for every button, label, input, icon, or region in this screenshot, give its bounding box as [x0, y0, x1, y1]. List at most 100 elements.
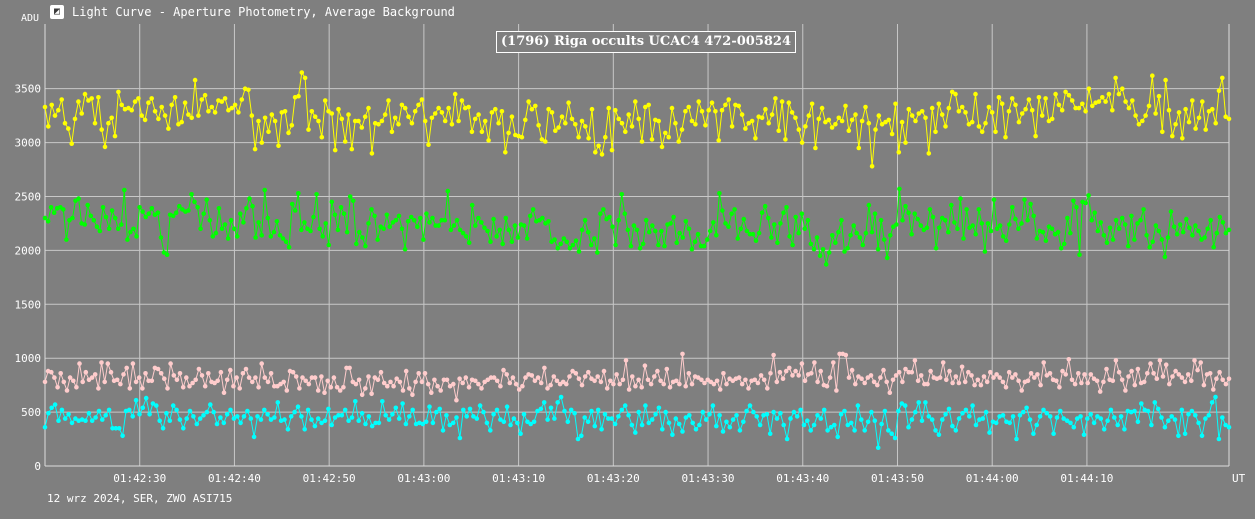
data-point — [302, 75, 308, 81]
data-point — [824, 383, 830, 389]
data-point — [119, 222, 124, 227]
data-point — [1179, 407, 1185, 413]
data-point — [429, 390, 434, 396]
data-point — [961, 236, 966, 241]
data-point — [432, 111, 438, 116]
data-point — [1162, 254, 1168, 260]
data-point — [122, 187, 127, 193]
data-point — [94, 224, 100, 229]
data-point — [52, 375, 57, 380]
data-point — [1120, 86, 1125, 91]
data-point — [686, 104, 691, 110]
data-point — [162, 113, 168, 118]
data-point — [953, 428, 959, 433]
data-point — [771, 409, 776, 415]
data-point — [1136, 122, 1142, 127]
data-point — [521, 412, 527, 417]
data-point — [342, 407, 348, 413]
data-point — [817, 253, 823, 259]
data-point — [493, 106, 498, 112]
data-point — [538, 380, 544, 386]
data-point — [1077, 252, 1082, 257]
data-point — [319, 374, 324, 379]
y-axis-label: ADU — [21, 13, 39, 24]
data-point — [595, 374, 600, 379]
data-point — [573, 371, 579, 376]
data-point — [1013, 372, 1018, 377]
data-point — [497, 227, 503, 233]
data-point — [865, 419, 871, 425]
data-point — [626, 413, 631, 418]
data-point — [1126, 243, 1131, 249]
data-point — [670, 432, 675, 438]
data-point — [439, 110, 445, 115]
data-point — [758, 373, 764, 378]
data-point — [491, 216, 496, 222]
data-point — [1170, 133, 1175, 139]
data-point — [1135, 221, 1140, 226]
data-point — [491, 412, 496, 417]
data-point — [653, 412, 658, 417]
data-point — [1195, 367, 1200, 373]
data-point — [275, 400, 281, 405]
data-point — [219, 99, 225, 104]
data-point — [399, 226, 405, 232]
data-point — [289, 201, 295, 207]
data-point — [1203, 127, 1208, 132]
data-point — [349, 415, 355, 420]
data-point — [112, 133, 118, 139]
data-point — [265, 412, 270, 417]
data-point — [118, 381, 123, 387]
data-point — [888, 233, 893, 238]
data-point — [564, 381, 569, 387]
data-point — [676, 421, 682, 427]
data-point — [799, 361, 805, 366]
data-point — [923, 400, 928, 405]
data-point — [402, 247, 408, 252]
data-point — [1116, 91, 1122, 97]
data-point — [208, 402, 213, 407]
data-point — [1217, 214, 1223, 220]
data-point — [1206, 109, 1212, 114]
data-point — [774, 379, 780, 385]
data-point — [603, 134, 608, 140]
data-point — [149, 206, 155, 211]
data-point — [317, 226, 322, 232]
data-point — [508, 422, 513, 428]
data-point — [737, 428, 743, 433]
data-point — [1028, 371, 1034, 376]
data-point — [1086, 193, 1091, 198]
data-point — [366, 374, 371, 379]
data-point — [596, 143, 601, 149]
data-point — [746, 386, 751, 391]
data-point — [963, 110, 968, 115]
data-point — [555, 400, 560, 405]
data-point — [997, 375, 1002, 380]
data-point — [369, 423, 375, 429]
data-point — [693, 427, 699, 432]
data-point — [623, 129, 628, 135]
data-point — [868, 373, 874, 378]
data-point — [219, 226, 225, 232]
data-point — [567, 245, 573, 251]
data-point — [246, 87, 251, 93]
data-point — [418, 215, 423, 221]
data-point — [306, 127, 311, 132]
data-point — [182, 100, 188, 105]
data-point — [617, 381, 622, 387]
data-point — [1085, 416, 1090, 421]
data-point — [108, 369, 114, 375]
data-point — [1203, 416, 1208, 421]
series-2 — [42, 186, 1232, 267]
data-point — [1173, 122, 1178, 127]
data-point — [103, 413, 108, 418]
data-point — [1032, 375, 1037, 380]
data-point — [89, 418, 95, 424]
data-point — [716, 138, 721, 143]
data-point — [1167, 381, 1172, 387]
data-point — [962, 379, 968, 385]
data-point — [325, 378, 331, 384]
data-point — [1022, 197, 1027, 202]
data-point — [879, 421, 884, 427]
data-point — [1055, 229, 1061, 235]
